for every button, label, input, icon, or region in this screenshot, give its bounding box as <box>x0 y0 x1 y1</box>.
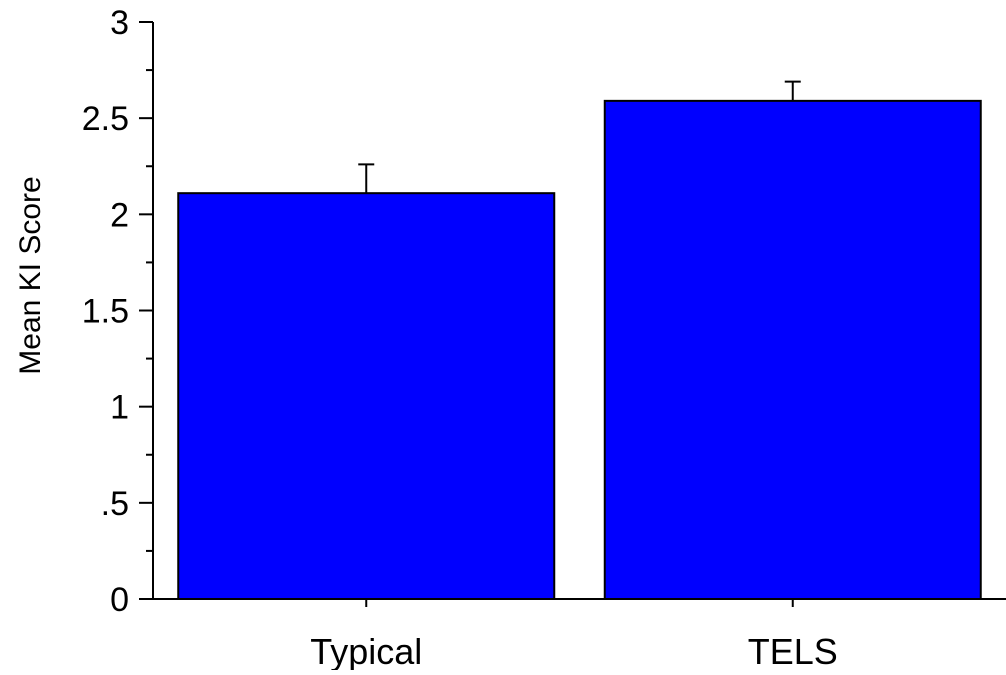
x-category-label: Typical <box>310 631 422 670</box>
y-tick-label: 0 <box>110 581 129 619</box>
y-axis-title: Mean KI Score <box>14 176 47 374</box>
y-tick-label: .5 <box>101 485 129 523</box>
y-tick-label: 1.5 <box>82 293 129 331</box>
x-category-label: TELS <box>748 631 838 670</box>
y-ticks-layer: 0 .5 1 1.5 2 2.5 3 <box>82 4 153 619</box>
bar-typical <box>177 192 556 600</box>
bars-layer <box>177 99 982 601</box>
error-bars-layer <box>358 80 801 194</box>
y-tick-label: 2.5 <box>82 100 129 138</box>
x-labels-layer: Typical TELS <box>310 599 838 672</box>
y-tick-label: 1 <box>110 389 129 427</box>
bar-tels <box>603 99 982 601</box>
y-tick-label: 2 <box>110 196 129 234</box>
y-tick-label: 3 <box>110 4 129 42</box>
